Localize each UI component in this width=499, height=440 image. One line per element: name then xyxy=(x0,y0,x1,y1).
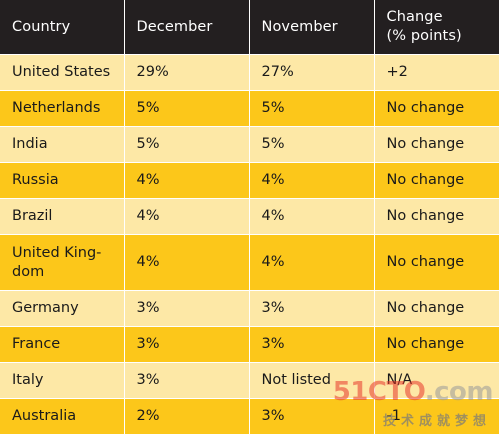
cell-november: 5% xyxy=(249,126,375,163)
table-row: Germany 3% 3% No change xyxy=(0,290,499,327)
cell-change: No change xyxy=(374,126,499,163)
cell-country: Brazil xyxy=(0,198,125,235)
cell-change: No change xyxy=(374,162,499,199)
cell-change: No change xyxy=(374,290,499,327)
header-row: Country December November Change (% poin… xyxy=(0,0,499,55)
cell-november: Not listed xyxy=(249,362,375,399)
cell-december: 2% xyxy=(124,398,250,435)
cell-change: No change xyxy=(374,90,499,127)
table-row: Russia 4% 4% No change xyxy=(0,162,499,199)
cell-november: 27% xyxy=(249,54,375,91)
table-row: Italy 3% Not listed N/A xyxy=(0,362,499,399)
cell-december: 5% xyxy=(124,90,250,127)
cell-change: N/A xyxy=(374,362,499,399)
table-row: France 3% 3% No change xyxy=(0,326,499,363)
header-country: Country xyxy=(0,0,125,55)
table-row: India 5% 5% No change xyxy=(0,126,499,163)
cell-change: -1 xyxy=(374,398,499,435)
cell-december: 5% xyxy=(124,126,250,163)
cell-country: Netherlands xyxy=(0,90,125,127)
cell-country: Germany xyxy=(0,290,125,327)
cell-november: 4% xyxy=(249,162,375,199)
header-change: Change (% points) xyxy=(374,0,499,55)
cell-november: 3% xyxy=(249,326,375,363)
cell-november: 4% xyxy=(249,198,375,235)
cell-country: Australia xyxy=(0,398,125,435)
cell-country: Italy xyxy=(0,362,125,399)
cell-change: No change xyxy=(374,234,499,291)
cell-country: India xyxy=(0,126,125,163)
table-row: Australia 2% 3% -1 xyxy=(0,398,499,435)
table-row: United States 29% 27% +2 xyxy=(0,54,499,91)
cell-december: 3% xyxy=(124,362,250,399)
cell-country: France xyxy=(0,326,125,363)
header-december: December xyxy=(124,0,250,55)
cell-december: 29% xyxy=(124,54,250,91)
cell-change: No change xyxy=(374,326,499,363)
cell-december: 4% xyxy=(124,198,250,235)
cell-december: 4% xyxy=(124,234,250,291)
header-november: November xyxy=(249,0,375,55)
cell-country: Russia xyxy=(0,162,125,199)
cell-november: 4% xyxy=(249,234,375,291)
cell-november: 5% xyxy=(249,90,375,127)
cell-december: 3% xyxy=(124,290,250,327)
cell-country: United King- dom xyxy=(0,234,125,291)
cell-december: 3% xyxy=(124,326,250,363)
table-row: United King- dom 4% 4% No change xyxy=(0,234,499,291)
cell-december: 4% xyxy=(124,162,250,199)
cell-change: No change xyxy=(374,198,499,235)
table-row: Netherlands 5% 5% No change xyxy=(0,90,499,127)
cell-change: +2 xyxy=(374,54,499,91)
cell-november: 3% xyxy=(249,398,375,435)
cell-country: United States xyxy=(0,54,125,91)
cell-november: 3% xyxy=(249,290,375,327)
table-row: Brazil 4% 4% No change xyxy=(0,198,499,235)
